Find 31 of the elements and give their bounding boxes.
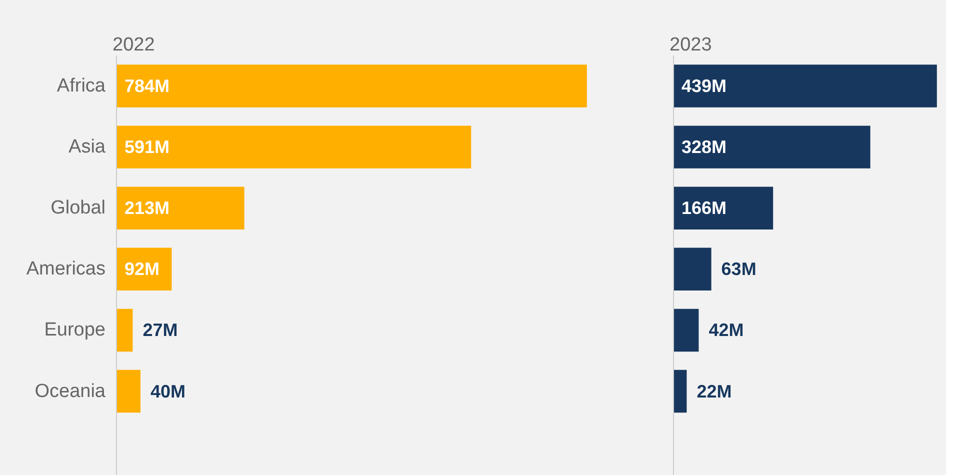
y-tick-label: Africa [56,76,106,97]
bar [116,308,133,352]
bar [116,64,587,108]
data-label: 27M [142,320,178,340]
bar [116,126,472,168]
data-label: 92M [124,259,160,280]
data-label: 42M [708,320,744,340]
data-label: 166M [682,198,727,218]
data-label: 63M [721,259,756,280]
data-label: 784M [124,76,170,96]
data-label: 22M [696,381,732,402]
y-tick-label: Global [50,198,106,219]
chart-title: 2023 [670,34,712,56]
bar [674,64,937,108]
y-tick-label: Oceania [34,380,106,402]
data-label: 213M [124,198,170,218]
data-label: 328M [682,137,727,158]
chart-title: 2022 [112,34,155,56]
y-tick-label: Americas [26,258,106,280]
data-label: 40M [150,381,186,402]
y-tick-label: Asia [68,136,106,158]
bar [674,248,712,291]
bar [674,308,699,352]
bar [116,186,244,230]
data-label: 591M [124,137,170,158]
y-tick-label: Europe [44,320,106,341]
bar [116,370,140,413]
bar [674,370,687,413]
bar [674,126,870,168]
bar [674,186,774,230]
data-label: 439M [682,76,727,96]
